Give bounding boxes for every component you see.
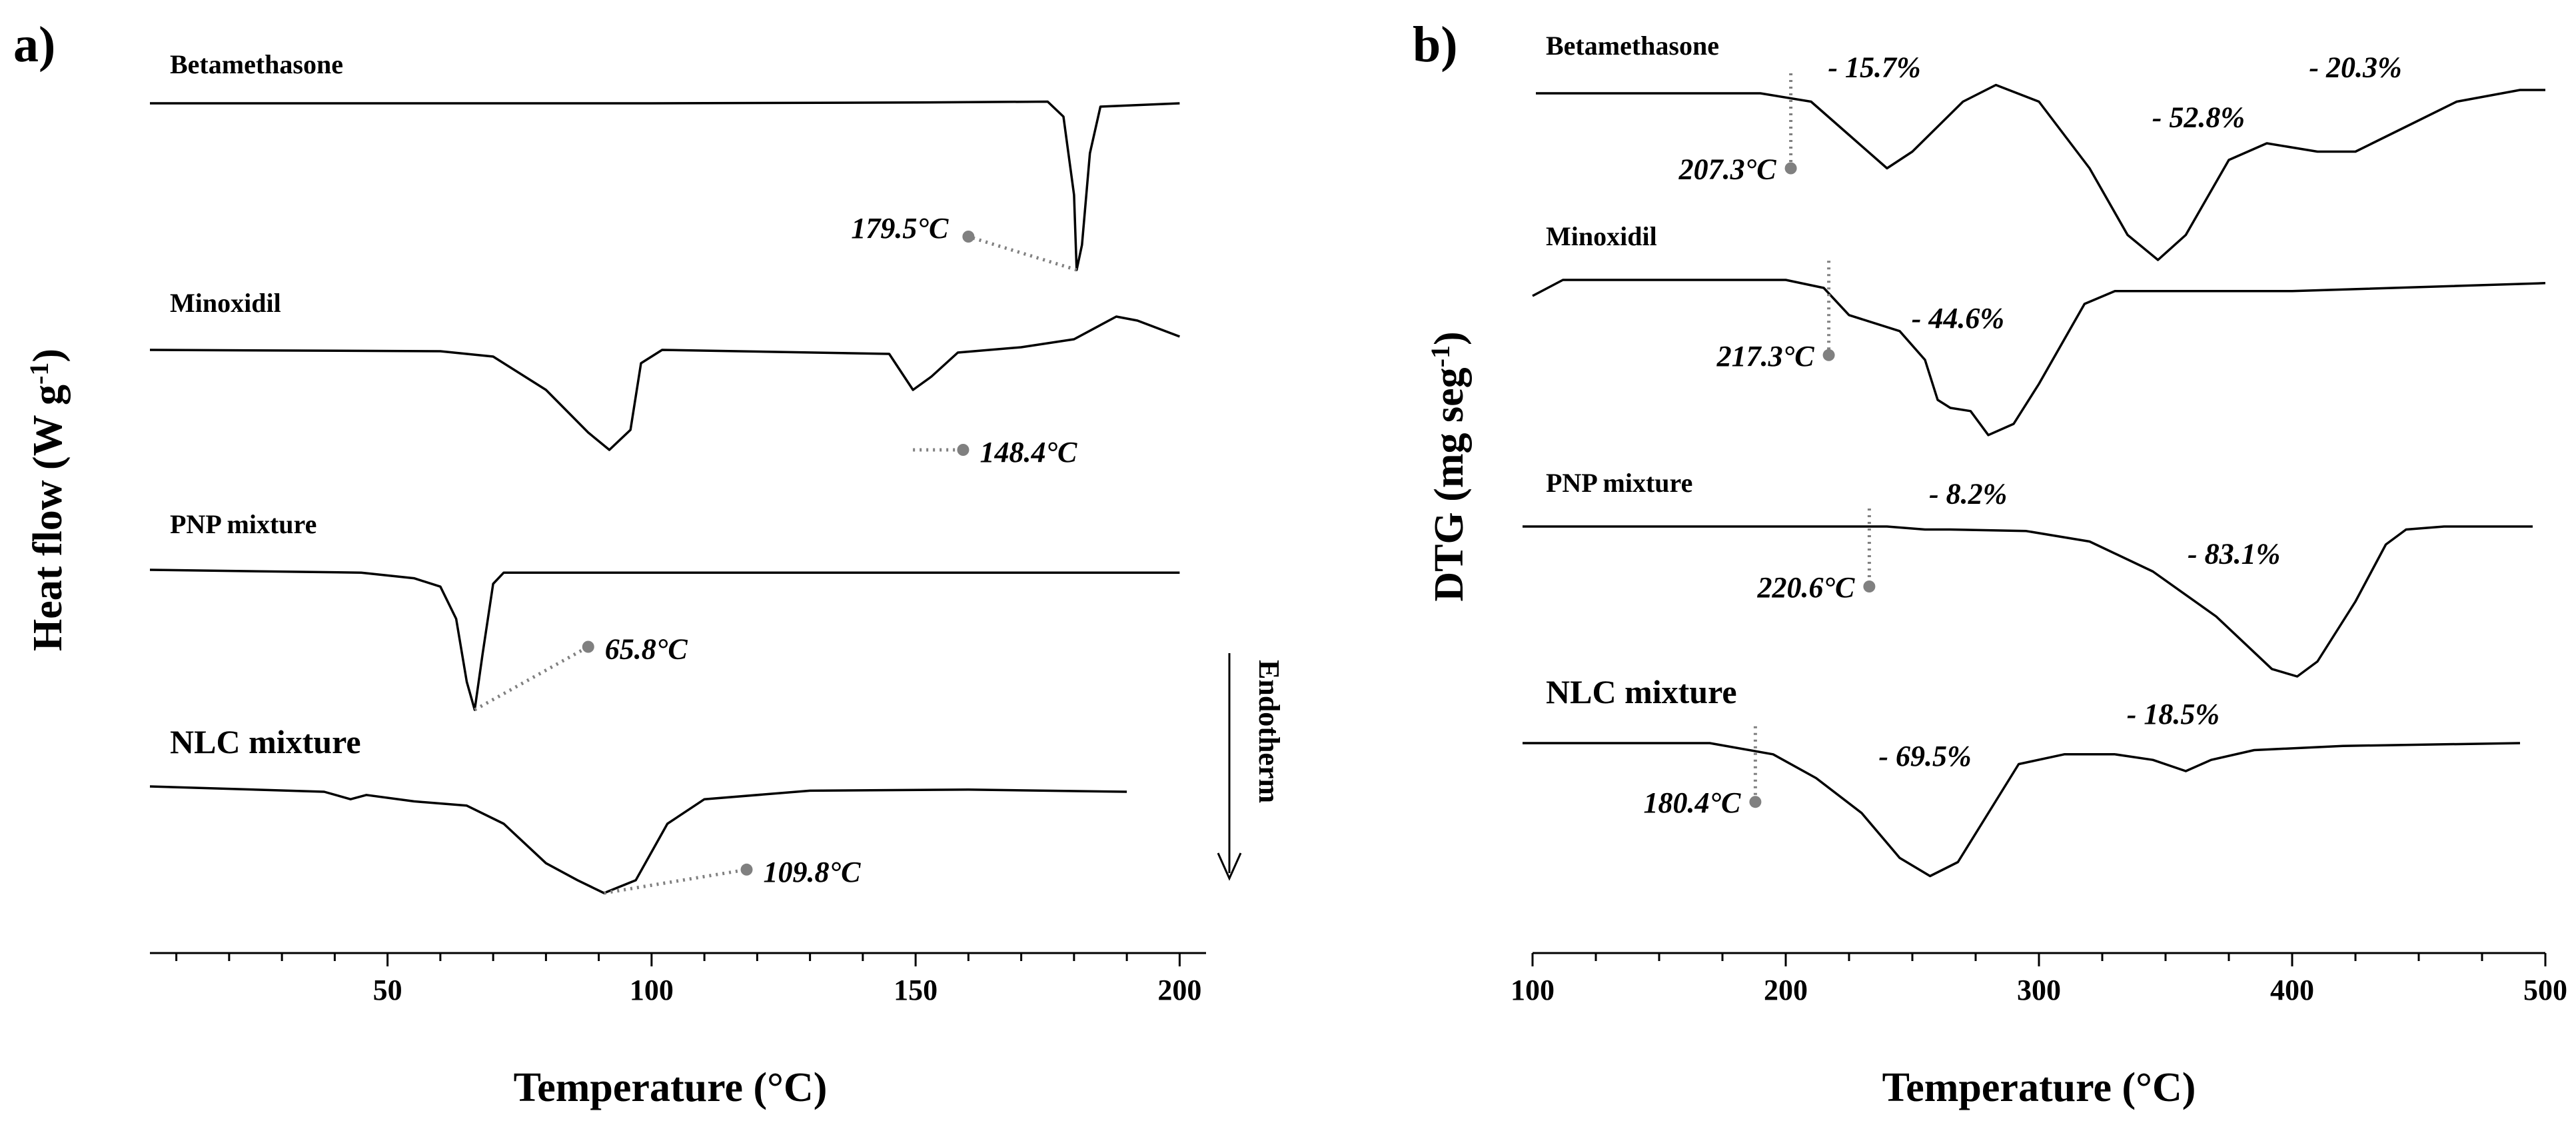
curve-label-b-pnp-mixture: PNP mixture [1546,468,1692,498]
curve-label-a-nlc-mixture: NLC mixture [170,723,361,760]
endotherm-label: Endotherm [1253,660,1285,803]
x-tick-label-b-300: 300 [2017,974,2061,1006]
curve-label-a-pnp-mixture: PNP mixture [170,509,317,539]
y-axis-title-a-close: ) [25,349,71,363]
peak-label-a-nlc-mixture: 109.8°C [764,856,862,888]
y-axis-title-b-main: DTG (mg seg [1427,367,1472,601]
onset-label-b-minoxidil: 217.3°C [1716,340,1815,373]
mass-loss-label-b-pnp-mixture-1: - 8.2% [1929,478,2007,511]
mass-loss-label-b-nlc-mixture-1: - 69.5% [1878,740,1971,772]
onset-dot-b-pnp-mixture [1863,580,1876,592]
peak-dot-a-nlc-mixture [740,863,753,876]
y-axis-title-b-exp: -1 [1425,345,1455,367]
y-axis-title-a-main: Heat flow (W g [25,385,71,651]
mass-loss-label-b-nlc-mixture-2: - 18.5% [2127,698,2220,730]
onset-label-b-nlc-mixture: 180.4°C [1643,786,1741,819]
panel-letter-b: b) [1413,17,1458,73]
x-tick-label-b-200: 200 [1764,974,1808,1006]
y-axis-title-b: DTG (mg seg-1) [1425,331,1472,601]
endotherm-arrow: Endotherm [1217,653,1285,881]
dsc-curve-betamethasone [150,100,1180,271]
dsc-curve-minoxidil [149,315,1181,451]
mass-loss-label-b-betamethasone-3: - 20.3% [2309,51,2401,84]
dtg-curve-minoxidil [1532,279,2546,437]
peak-leader-a-pnp-mixture [474,645,589,712]
curve-label-b-nlc-mixture: NLC mixture [1546,673,1737,710]
endotherm-arrow-head [1217,852,1242,881]
peak-dot-a-pnp-mixture [582,640,594,653]
mass-loss-label-b-minoxidil-1: - 44.6% [1912,302,2004,335]
curve-label-a-minoxidil: Minoxidil [170,288,281,318]
peak-label-a-pnp-mixture: 65.8°C [605,633,688,666]
x-tick-label-a-200: 200 [1157,974,1201,1006]
mass-loss-label-b-betamethasone-2: - 52.8% [2152,101,2245,134]
x-axis-title-b: Temperature (°C) [1882,1065,2196,1110]
onset-dot-b-nlc-mixture [1749,796,1762,808]
curve-label-b-minoxidil: Minoxidil [1546,221,1657,251]
y-axis-title-a-exp: -1 [24,363,54,385]
onset-label-b-pnp-mixture: 220.6°C [1756,571,1855,604]
peak-leader-a-betamethasone [967,235,1077,272]
x-tick-label-b-500: 500 [2523,974,2567,1006]
x-tick-label-a-150: 150 [894,974,938,1006]
panel-letter-a: a) [13,17,55,73]
panel-a: a) Betamethasone 179.5°C Minoxidil 148.4°C P… [13,17,1285,1110]
dtg-curve-nlc-mixture [1523,742,2521,878]
onset-dot-b-betamethasone [1784,162,1797,175]
panel-b: b) Betamethasone 207.3°C - 15.7% - 52.8% - 2… [1413,17,2567,1110]
mass-loss-label-b-betamethasone-1: - 15.7% [1828,51,1920,84]
peak-dot-a-minoxidil [957,444,969,456]
x-tick-label-a-50: 50 [373,974,402,1006]
x-tick-label-b-100: 100 [1511,974,1555,1006]
peak-dot-a-betamethasone [962,231,975,243]
peak-label-a-minoxidil: 148.4°C [979,436,1077,469]
peak-leader-a-nlc-mixture [604,868,747,895]
x-axis-title-a: Temperature (°C) [514,1065,828,1110]
x-tick-label-a-100: 100 [630,974,674,1006]
curve-label-a-betamethasone: Betamethasone [170,49,343,79]
onset-label-b-betamethasone: 207.3°C [1678,153,1777,186]
dsc-curve-pnp-mixture [149,568,1180,711]
dtg-curve-betamethasone [1536,83,2545,261]
x-tick-label-b-400: 400 [2270,974,2314,1006]
y-axis-title-b-close: ) [1427,331,1472,345]
onset-dot-b-minoxidil [1822,349,1835,361]
dsc-curve-nlc-mixture [149,785,1127,894]
dtg-curve-pnp-mixture [1523,525,2533,678]
curve-label-b-betamethasone: Betamethasone [1546,31,1719,61]
y-axis-title-a: Heat flow (W g-1) [24,349,71,651]
peak-label-a-betamethasone: 179.5°C [851,212,949,245]
mass-loss-label-b-pnp-mixture-2: - 83.1% [2188,538,2280,570]
